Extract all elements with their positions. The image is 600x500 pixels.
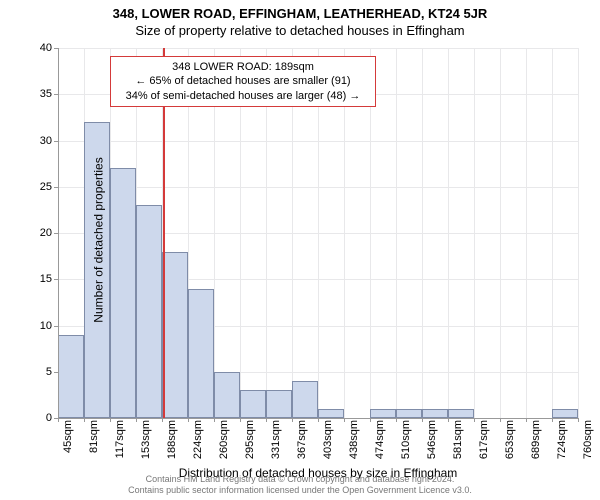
xtick-label: 153sqm <box>140 420 152 459</box>
histogram-bar <box>58 335 84 418</box>
gridline-v <box>396 48 397 418</box>
histogram-bar <box>396 409 422 418</box>
xtick-label: 546sqm <box>426 420 438 459</box>
histogram-bar <box>292 381 318 418</box>
xtick-label: 617sqm <box>478 420 490 459</box>
y-axis-label: Number of detached properties <box>92 157 106 322</box>
gridline-v <box>526 48 527 418</box>
ytick-label: 30 <box>22 135 52 147</box>
histogram-bar <box>110 168 136 418</box>
ytick-label: 35 <box>22 88 52 100</box>
xtick-label: 45sqm <box>62 420 74 453</box>
ytick-label: 25 <box>22 181 52 193</box>
annotation-line: ← 65% of detached houses are smaller (91… <box>117 74 369 88</box>
xtick-label: 81sqm <box>88 420 100 453</box>
footer-line-2: Contains public sector information licen… <box>0 485 600 496</box>
histogram-bar <box>214 372 240 418</box>
histogram-bar <box>318 409 344 418</box>
ytick-label: 40 <box>22 42 52 54</box>
gridline-v <box>552 48 553 418</box>
histogram-bar <box>266 390 292 418</box>
histogram-plot: 051015202530354045sqm81sqm117sqm153sqm18… <box>58 48 578 418</box>
xtick-label: 438sqm <box>348 420 360 459</box>
xtick-label: 689sqm <box>530 420 542 459</box>
xtick-label: 117sqm <box>114 420 126 458</box>
xtick-label: 367sqm <box>296 420 308 459</box>
histogram-bar <box>370 409 396 418</box>
xtick-label: 295sqm <box>244 420 256 459</box>
gridline-v <box>474 48 475 418</box>
xtick-label: 510sqm <box>400 420 412 459</box>
xtick-label: 581sqm <box>452 420 464 459</box>
annotation-line: 34% of semi-detached houses are larger (… <box>117 89 369 103</box>
histogram-bar <box>422 409 448 418</box>
histogram-bar <box>162 252 188 419</box>
xtick-label: 474sqm <box>374 420 386 459</box>
xtick-label: 760sqm <box>582 420 594 459</box>
annotation-box: 348 LOWER ROAD: 189sqm← 65% of detached … <box>110 56 376 107</box>
ytick-label: 20 <box>22 227 52 239</box>
gridline-v <box>500 48 501 418</box>
histogram-bar <box>552 409 578 418</box>
xtick-label: 331sqm <box>270 420 282 459</box>
xtick-label: 403sqm <box>322 420 334 459</box>
histogram-bar <box>136 205 162 418</box>
footer-line-1: Contains HM Land Registry data © Crown c… <box>0 474 600 485</box>
xtick-label: 724sqm <box>556 420 568 459</box>
xtick-label: 653sqm <box>504 420 516 459</box>
xtick-label: 260sqm <box>218 420 230 459</box>
footer: Contains HM Land Registry data © Crown c… <box>0 474 600 497</box>
ytick-label: 10 <box>22 320 52 332</box>
page-subtitle: Size of property relative to detached ho… <box>0 21 600 38</box>
ytick-label: 5 <box>22 366 52 378</box>
chart-area: 051015202530354045sqm81sqm117sqm153sqm18… <box>58 48 578 418</box>
ytick-label: 15 <box>22 273 52 285</box>
chart-container: 348, LOWER ROAD, EFFINGHAM, LEATHERHEAD,… <box>0 0 600 500</box>
annotation-line: 348 LOWER ROAD: 189sqm <box>117 60 369 74</box>
histogram-bar <box>188 289 214 419</box>
page-title: 348, LOWER ROAD, EFFINGHAM, LEATHERHEAD,… <box>0 0 600 21</box>
xtick-label: 188sqm <box>166 420 178 459</box>
gridline-v <box>422 48 423 418</box>
histogram-bar <box>448 409 474 418</box>
gridline-v <box>448 48 449 418</box>
histogram-bar <box>240 390 266 418</box>
gridline-v <box>578 48 579 418</box>
ytick-label: 0 <box>22 412 52 424</box>
xtick-label: 224sqm <box>192 420 204 459</box>
